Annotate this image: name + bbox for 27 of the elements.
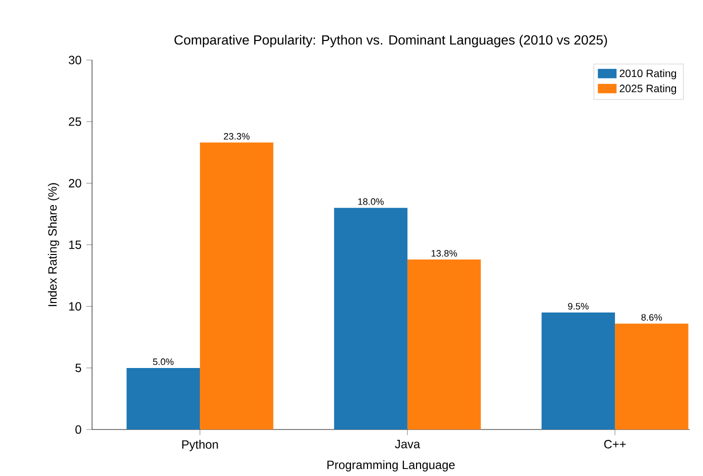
bar bbox=[614, 324, 688, 430]
y-tick-label: 15 bbox=[69, 240, 82, 249]
y-tick-label: 30 bbox=[68, 56, 82, 64]
bar bbox=[200, 142, 274, 430]
bar bbox=[126, 368, 200, 430]
y-tick-label: 20 bbox=[68, 178, 82, 188]
bar bbox=[407, 259, 481, 430]
data-label: 5.0% bbox=[153, 358, 174, 365]
data-label: 9.5% bbox=[568, 302, 589, 310]
bar bbox=[334, 208, 408, 430]
legend-label: 2025 Rating bbox=[620, 84, 676, 94]
data-label: 23.3% bbox=[224, 132, 250, 140]
x-tick-label: Python bbox=[182, 440, 218, 452]
x-tick-label: C++ bbox=[604, 440, 626, 448]
y-axis-title: Index Rating Share (%) bbox=[48, 183, 60, 306]
chart-title: Comparative Popularity: Python vs. Dominant Languages (2010 vs 2025) bbox=[174, 34, 607, 48]
bar bbox=[542, 312, 615, 430]
data-label: 13.8% bbox=[432, 250, 458, 257]
y-tick-label: 5 bbox=[75, 364, 82, 372]
data-label: 8.6% bbox=[641, 314, 662, 321]
y-tick-label: 25 bbox=[68, 117, 82, 126]
x-axis-title: Programming Language bbox=[327, 460, 455, 472]
x-tick-label: Java bbox=[394, 440, 420, 448]
legend-label: 2010 Rating bbox=[620, 69, 676, 80]
y-tick-label: 10 bbox=[69, 302, 82, 311]
y-tick-label: 0 bbox=[75, 425, 82, 434]
data-label: 18.0% bbox=[358, 198, 384, 205]
